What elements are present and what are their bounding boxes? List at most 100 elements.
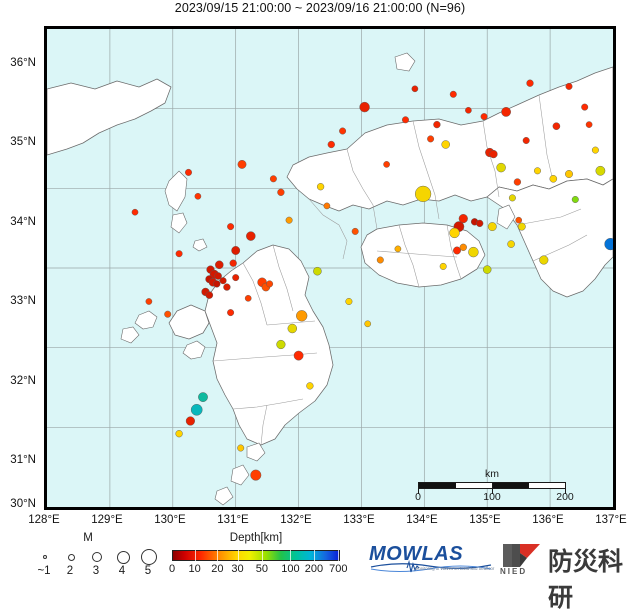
depth-tick-label: 0 xyxy=(168,563,176,575)
earthquake-marker xyxy=(487,222,497,232)
earthquake-marker xyxy=(508,194,516,202)
depth-legend-title: Depth[km] xyxy=(229,532,283,544)
earthquake-marker xyxy=(468,246,479,258)
earthquake-marker xyxy=(244,294,252,302)
magnitude-legend-circle xyxy=(141,549,157,565)
earthquake-marker xyxy=(313,266,322,276)
scale-tick-label: 200 xyxy=(556,491,574,503)
lon-label: 136°E xyxy=(532,514,564,526)
earthquake-marker xyxy=(402,116,409,124)
nied-mark-icon xyxy=(503,544,540,567)
earthquake-marker xyxy=(459,243,467,251)
magnitude-tick-label: 2 xyxy=(66,565,74,577)
nied-logo: 防災科研 NIED xyxy=(500,541,635,612)
earthquake-marker xyxy=(489,149,498,159)
depth-colorbar-tick xyxy=(313,550,315,561)
earthquake-marker xyxy=(269,175,277,183)
depth-colorbar-tick xyxy=(237,550,239,561)
lon-label: 137°E xyxy=(595,514,627,526)
lat-label: 30°N xyxy=(10,498,36,510)
lat-label: 36°N xyxy=(10,57,36,69)
earthquake-marker xyxy=(534,167,541,175)
mowlas-wordmark: MOWLAS xyxy=(369,543,464,565)
earthquake-marker xyxy=(394,245,402,253)
nied-english-name: NIED xyxy=(500,567,528,576)
earthquake-marker xyxy=(581,103,589,111)
earthquake-marker xyxy=(215,260,224,270)
earthquake-marker xyxy=(383,161,390,168)
earthquake-marker xyxy=(229,259,237,267)
depth-colorbar-tick xyxy=(217,550,219,561)
lat-label: 31°N xyxy=(10,454,36,466)
earthquake-markers xyxy=(131,79,613,481)
earthquake-marker xyxy=(526,79,534,87)
earthquake-marker xyxy=(306,382,314,390)
earthquake-marker xyxy=(501,107,511,117)
earthquake-marker xyxy=(364,320,372,328)
depth-tick-label: 20 xyxy=(211,563,224,575)
magnitude-legend: M ~1 2 3 4 5 xyxy=(18,532,158,579)
earthquake-marker xyxy=(213,280,221,288)
earthquake-marker xyxy=(175,250,183,258)
map-frame xyxy=(44,26,616,510)
earthquake-marker xyxy=(237,444,245,452)
earthquake-marker xyxy=(323,202,331,210)
earthquake-marker xyxy=(214,272,222,280)
depth-colorbar-tick xyxy=(261,550,263,561)
lon-label: 128°E xyxy=(28,514,60,526)
lon-label: 134°E xyxy=(406,514,438,526)
map-container: 36°N 35°N 34°N 33°N 32°N 31°N 30°N 128°E… xyxy=(10,26,627,526)
lat-label: 35°N xyxy=(10,136,36,148)
earthquake-marker xyxy=(296,310,308,322)
earthquake-marker xyxy=(351,227,359,235)
magnitude-legend-circle xyxy=(67,553,75,561)
earthquake-marker xyxy=(549,175,558,183)
map-canvas xyxy=(47,29,613,507)
earthquake-marker xyxy=(571,196,579,203)
lat-label: 33°N xyxy=(10,295,36,307)
earthquake-marker xyxy=(164,310,172,318)
earthquake-marker xyxy=(175,430,183,438)
earthquake-marker xyxy=(585,121,593,128)
earthquake-marker xyxy=(433,120,441,129)
earthquake-marker xyxy=(591,146,599,154)
depth-tick-label: 700 xyxy=(329,563,348,575)
earthquake-marker xyxy=(480,113,488,121)
earthquake-marker xyxy=(227,309,235,317)
magnitude-legend-title: M xyxy=(83,532,93,544)
depth-colorbar-tick xyxy=(338,550,340,561)
lon-label: 132°E xyxy=(280,514,312,526)
depth-tick-label: 30 xyxy=(231,563,244,575)
earthquake-marker xyxy=(522,137,530,144)
earthquake-marker xyxy=(316,183,325,191)
earthquake-marker xyxy=(285,216,293,224)
magnitude-tick-label: ~1 xyxy=(37,565,51,577)
earthquake-marker xyxy=(513,178,522,186)
earthquake-marker xyxy=(231,246,241,255)
lon-label: 129°E xyxy=(91,514,123,526)
depth-colorbar-tick xyxy=(194,550,196,561)
earthquake-marker xyxy=(482,265,492,274)
earthquake-marker xyxy=(293,350,304,361)
earthquake-marker xyxy=(496,162,506,173)
magnitude-tick-label: 3 xyxy=(92,565,100,577)
lon-label: 133°E xyxy=(343,514,375,526)
depth-legend: Depth[km] 0 10 20 30 50 100 200 700 xyxy=(166,532,348,579)
earthquake-marker xyxy=(359,101,370,113)
lat-label: 34°N xyxy=(10,216,36,228)
earthquake-marker xyxy=(276,339,286,350)
earthquake-marker xyxy=(145,298,153,305)
magnitude-legend-circle xyxy=(92,552,102,562)
earthquake-marker xyxy=(427,135,435,143)
depth-tick-label: 200 xyxy=(304,563,324,575)
earthquake-marker xyxy=(277,188,285,196)
scale-tick-label: 100 xyxy=(483,491,501,503)
earthquake-marker xyxy=(517,222,526,231)
earthquake-marker xyxy=(223,283,231,291)
scale-bar: km 0 100 200 xyxy=(415,468,574,504)
earthquake-marker xyxy=(465,106,472,114)
depth-tick-label: 10 xyxy=(188,563,201,575)
magnitude-legend-circle xyxy=(116,550,130,564)
earthquake-marker xyxy=(287,323,298,334)
lon-label: 130°E xyxy=(154,514,186,526)
